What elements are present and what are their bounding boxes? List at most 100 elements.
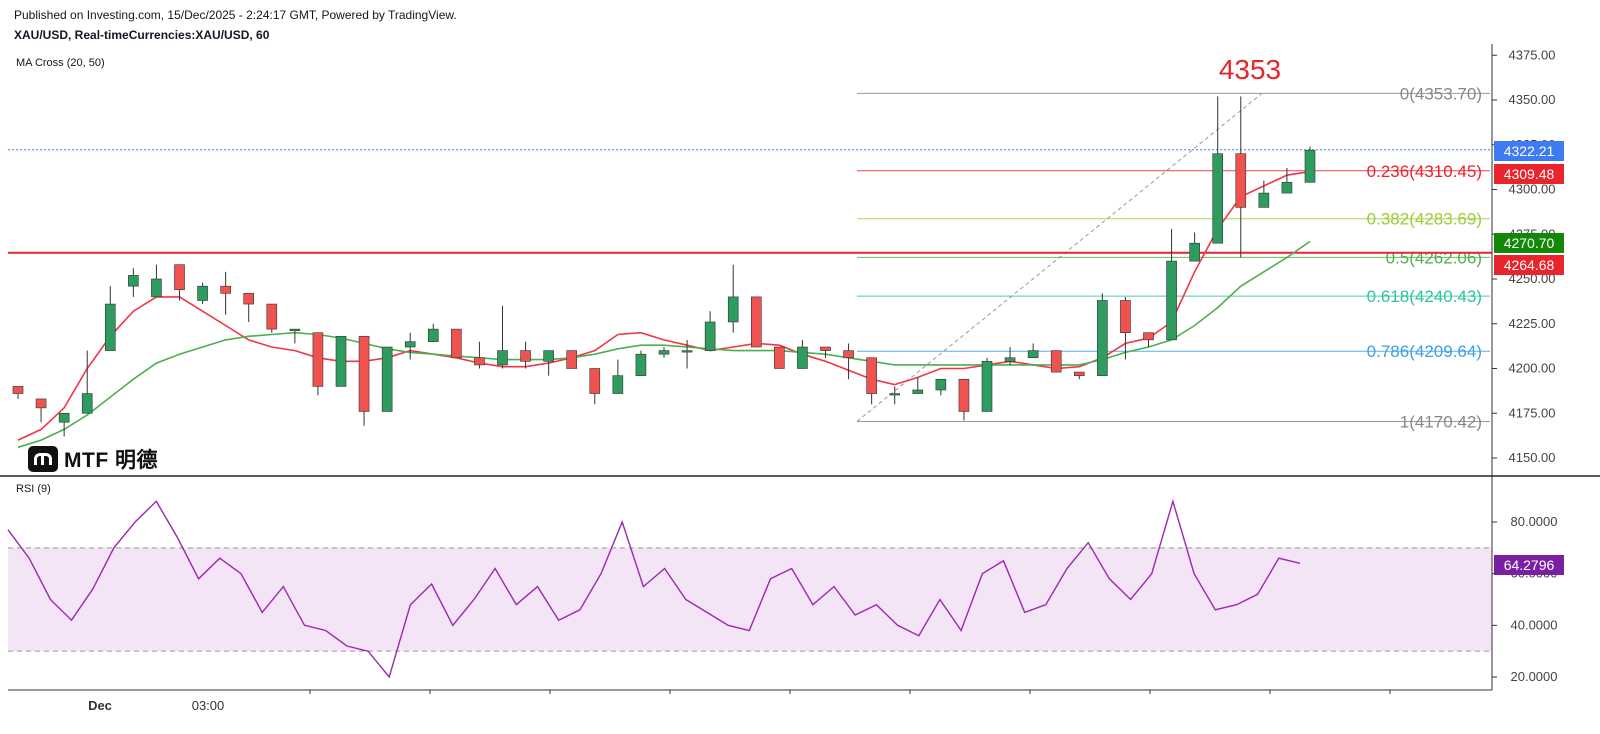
candle-body bbox=[612, 375, 624, 394]
candle-body bbox=[451, 328, 462, 359]
price-label-text: 4322.21 bbox=[1504, 143, 1555, 159]
candle-body bbox=[1212, 153, 1224, 244]
candle-body bbox=[981, 361, 993, 412]
price-label-box bbox=[1494, 141, 1564, 161]
price-label-box bbox=[1494, 164, 1564, 184]
rsi-tick-label: 80.0000 bbox=[1511, 514, 1558, 529]
candle-body bbox=[404, 341, 416, 348]
candle-body bbox=[381, 346, 393, 412]
candle-body bbox=[12, 386, 24, 394]
candle-body bbox=[1281, 182, 1293, 194]
candle-body bbox=[889, 393, 901, 396]
rsi-line bbox=[7, 498, 1301, 679]
candle-body bbox=[520, 350, 531, 362]
rsi-band bbox=[8, 547, 1492, 652]
ma20-line bbox=[17, 170, 1311, 441]
price-label-text: 4264.68 bbox=[1504, 257, 1555, 273]
candle-body bbox=[866, 357, 877, 394]
time-tick-label: 03:00 bbox=[192, 698, 225, 713]
candle-body bbox=[312, 332, 324, 387]
rsi-label-box bbox=[1494, 555, 1564, 575]
candle-body bbox=[935, 378, 947, 391]
candle-body bbox=[128, 275, 139, 287]
candle-body bbox=[358, 335, 370, 412]
candle-body bbox=[266, 303, 278, 330]
candle-body bbox=[174, 264, 185, 291]
candle-body bbox=[104, 303, 116, 351]
candle-body bbox=[197, 285, 208, 301]
candle-body bbox=[566, 350, 578, 369]
price-label-text: 4270.70 bbox=[1504, 235, 1555, 251]
fibonacci-retracement: 0(4353.70) 0.236(4310.45) 0.382(4283.69) 0.… bbox=[856, 84, 1490, 431]
candle-body bbox=[474, 357, 485, 366]
candle-body bbox=[635, 353, 647, 376]
price-label-box bbox=[1494, 233, 1564, 253]
candle-body bbox=[543, 350, 554, 362]
fib-level-label: 0.382(4283.69) bbox=[1367, 210, 1482, 229]
price-tick-label: 4225.00 bbox=[1509, 316, 1556, 331]
candle-body bbox=[750, 296, 762, 348]
candle-body bbox=[58, 412, 70, 423]
candle-body bbox=[427, 328, 439, 342]
rsi-tick-label: 20.0000 bbox=[1511, 669, 1558, 684]
candle-body bbox=[1143, 332, 1154, 341]
rsi-label-text: 64.2796 bbox=[1504, 557, 1555, 573]
candle-body bbox=[335, 335, 347, 387]
candle-body bbox=[1120, 300, 1131, 334]
rsi-panel bbox=[7, 498, 1492, 679]
price-tick-label: 4350.00 bbox=[1509, 92, 1556, 107]
candle-body bbox=[220, 285, 231, 294]
candle-body bbox=[1235, 153, 1247, 208]
candle-body bbox=[1004, 357, 1016, 362]
candle-body bbox=[843, 350, 854, 359]
price-label-text: 4309.48 bbox=[1504, 166, 1555, 182]
axes: 4375.004350.004325.004300.004275.004250.… bbox=[0, 44, 1600, 713]
candle-body bbox=[1189, 242, 1200, 262]
candle-body bbox=[1073, 371, 1085, 376]
candle-body bbox=[289, 328, 301, 331]
candle-body bbox=[243, 293, 255, 305]
candle-body bbox=[589, 368, 601, 394]
time-tick-label: Dec bbox=[88, 698, 112, 713]
mtf-logo-icon bbox=[28, 446, 58, 472]
candle-body bbox=[35, 398, 47, 409]
symbol-title: XAU/USD, Real-timeCurrencies:XAU/USD, 60 bbox=[14, 28, 270, 42]
fib-level-label: 0.786(4209.64) bbox=[1367, 342, 1482, 361]
price-tick-label: 4175.00 bbox=[1509, 405, 1556, 420]
price-tick-label: 4375.00 bbox=[1509, 47, 1556, 62]
published-caption: Published on Investing.com, 15/Dec/2025 … bbox=[14, 8, 457, 22]
candle-body bbox=[1050, 350, 1062, 373]
candle-body bbox=[151, 278, 162, 298]
candle-body bbox=[1304, 149, 1316, 183]
candle-body bbox=[81, 393, 93, 414]
candle-body bbox=[912, 389, 924, 394]
candle-body bbox=[958, 378, 970, 412]
candle-body bbox=[1027, 350, 1039, 359]
candle-body bbox=[1166, 260, 1177, 341]
candle-body bbox=[727, 296, 739, 323]
mtf-logo: MTF 明德 bbox=[28, 444, 158, 474]
fib-level-label: 0.236(4310.45) bbox=[1367, 162, 1482, 181]
logo-text: MTF 明德 bbox=[64, 449, 158, 472]
fib-level-label: 0(4353.70) bbox=[1400, 84, 1482, 103]
candle-body bbox=[681, 350, 693, 353]
candle-body bbox=[774, 346, 785, 369]
fib-level-label: 1(4170.42) bbox=[1400, 412, 1482, 431]
candle-body bbox=[704, 321, 716, 351]
candle-body bbox=[497, 350, 508, 366]
price-tick-label: 4200.00 bbox=[1509, 361, 1556, 376]
candle-series bbox=[12, 96, 1316, 437]
fib-level-label: 0.5(4262.06) bbox=[1386, 248, 1482, 267]
price-tick-label: 4300.00 bbox=[1509, 182, 1556, 197]
ma50-line bbox=[17, 240, 1311, 449]
rsi-label[interactable]: RSI (9) bbox=[16, 483, 51, 495]
price-tick-label: 4150.00 bbox=[1509, 450, 1556, 465]
price-label-box bbox=[1494, 255, 1564, 275]
candle-body bbox=[1097, 300, 1108, 376]
candle-body bbox=[658, 350, 670, 355]
peak-annotation: 4353 bbox=[1219, 54, 1281, 85]
overlay-lines: 4353 bbox=[8, 54, 1492, 449]
ma-cross-label[interactable]: MA Cross (20, 50) bbox=[16, 57, 105, 69]
rsi-tick-label: 40.0000 bbox=[1511, 617, 1558, 632]
